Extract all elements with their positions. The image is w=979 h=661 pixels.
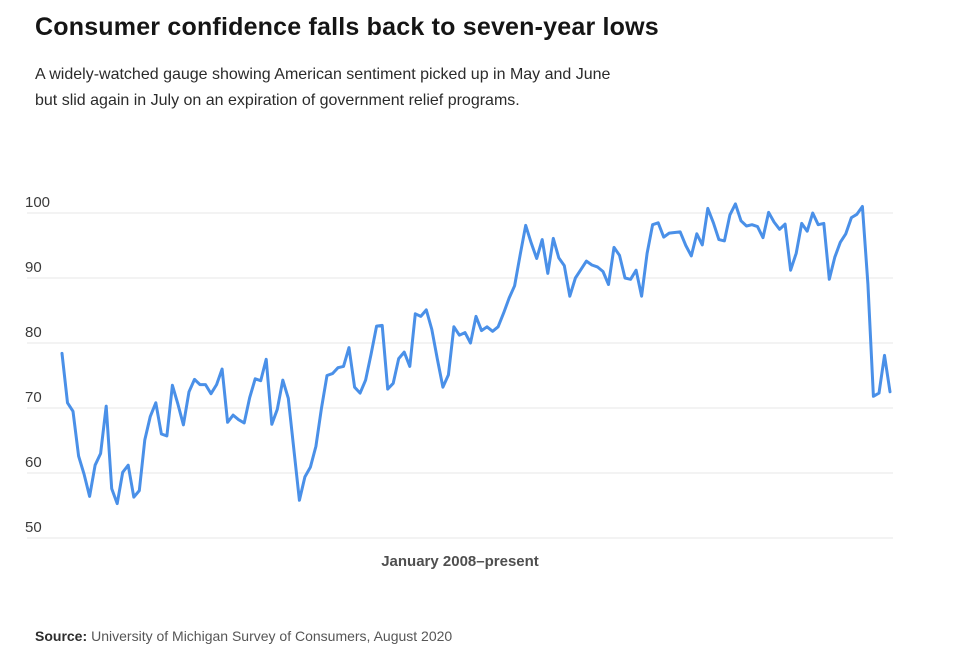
chart-subtitle: A widely-watched gauge showing American …: [35, 62, 610, 114]
source-label: Source:: [35, 628, 88, 644]
chart-subtitle-line-1: A widely-watched gauge showing American …: [35, 66, 611, 83]
y-tick-label: 60: [25, 454, 42, 471]
y-axis-labels: 50 60 70 80 90 100: [25, 194, 50, 536]
gridlines: [27, 212, 893, 539]
source-text: University of Michigan Survey of Consume…: [91, 628, 453, 644]
y-tick-label: 80: [25, 324, 42, 341]
source-note: Source: University of Michigan Survey of …: [35, 628, 452, 644]
x-axis-label: January 2008–present: [381, 553, 539, 570]
y-tick-label: 100: [25, 194, 50, 211]
sentiment-line-series: [60, 202, 892, 506]
line-chart: 50 60 70 80 90 100 January 2008–present: [25, 194, 893, 570]
y-tick-label: 70: [25, 389, 42, 406]
chart-title: Consumer confidence falls back to seven-…: [35, 13, 659, 41]
y-tick-label: 50: [25, 519, 42, 536]
y-tick-label: 90: [25, 259, 42, 276]
chart-subtitle-line-2: but slid again in July on an expiration …: [35, 92, 520, 109]
